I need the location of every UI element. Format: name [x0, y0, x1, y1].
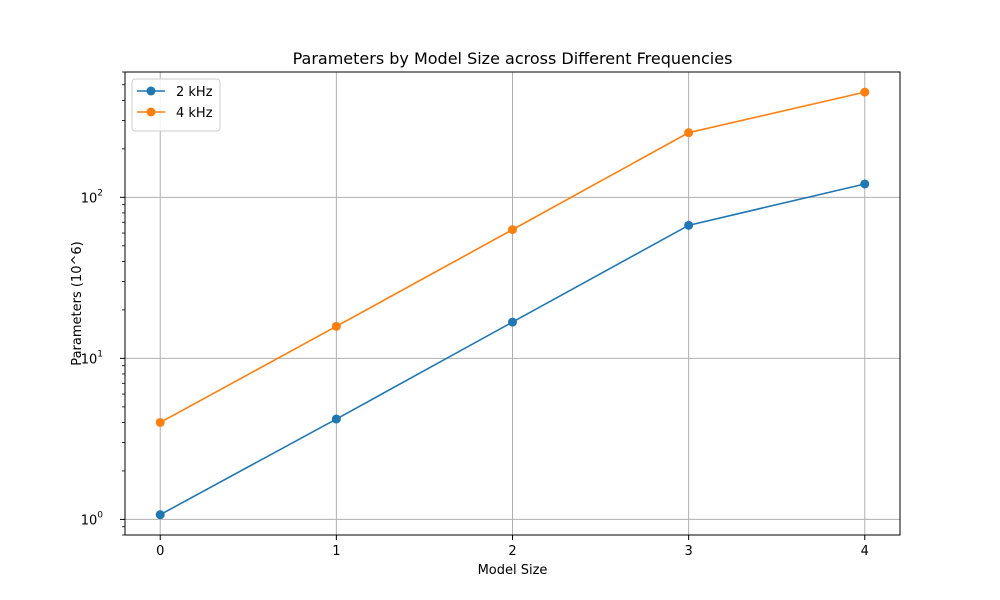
chart-title: Parameters by Model Size across Differen…: [293, 49, 733, 68]
legend-label: 4 kHz: [176, 106, 213, 121]
data-point: [331, 414, 341, 424]
data-point: [684, 128, 694, 138]
data-point: [860, 87, 870, 97]
y-axis-ticks: 100 101 102: [81, 71, 125, 536]
x-tick-label: 1: [332, 544, 340, 559]
data-point: [860, 179, 870, 189]
series-layer: [155, 87, 870, 520]
legend-marker: [146, 107, 156, 117]
x-tick-label: 3: [684, 544, 692, 559]
data-point: [508, 317, 517, 327]
y-tick-label: 101: [81, 349, 103, 367]
legend-label: 2 kHz: [176, 85, 213, 100]
x-tick-label: 2: [508, 544, 516, 559]
data-point: [508, 225, 517, 235]
y-tick-label: 100: [81, 510, 104, 528]
data-point: [155, 510, 165, 520]
data-point: [155, 417, 165, 427]
data-point: [331, 321, 341, 331]
y-tick-label: 102: [81, 188, 103, 206]
x-tick-label: 4: [861, 544, 869, 559]
x-axis-ticks: 0 1 2 3 4: [156, 535, 869, 559]
data-point: [684, 220, 694, 230]
y-axis-label: Parameters (10^6): [70, 241, 85, 365]
legend: 2 kHz 4 kHz: [131, 78, 221, 132]
legend-marker: [146, 86, 156, 96]
grid-lines: [125, 72, 900, 535]
x-axis-label: Model Size: [478, 563, 548, 578]
x-tick-label: 0: [156, 544, 164, 559]
